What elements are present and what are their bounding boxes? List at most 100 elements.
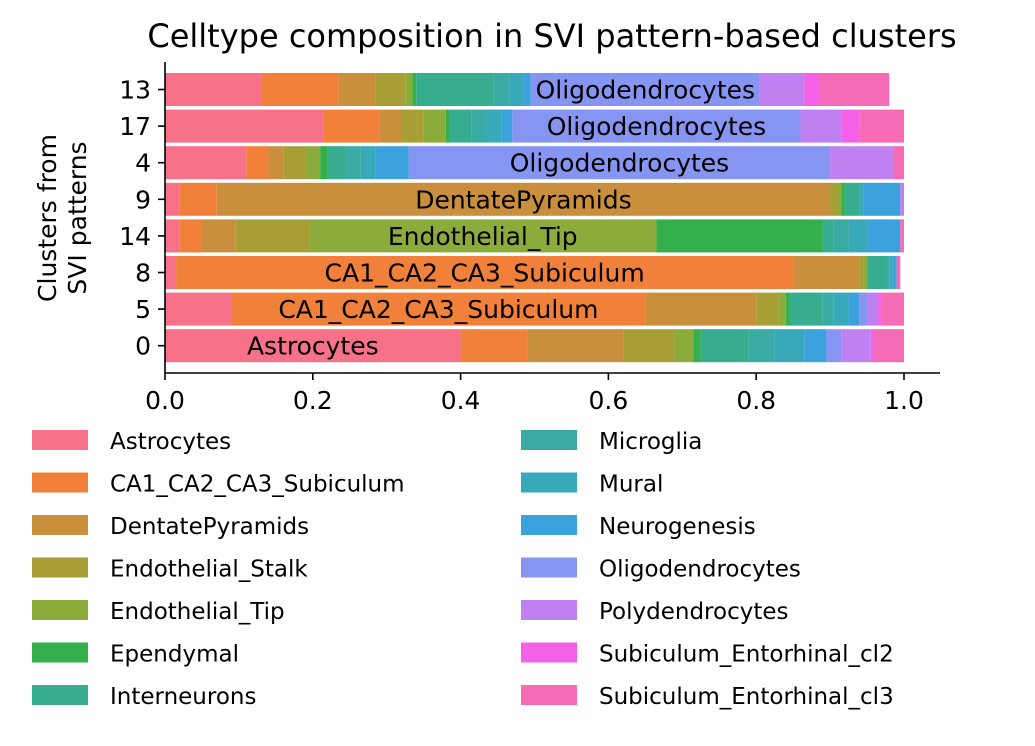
bar-segment [268, 146, 284, 180]
bar-segment [401, 109, 424, 143]
legend-item: Polydendrocytes [521, 599, 788, 625]
y-axis-label-line: Clusters from [33, 134, 62, 302]
bar-segment [900, 182, 904, 216]
bar-segment [693, 329, 701, 363]
bar-dominant-label: DentatePyramids [415, 185, 631, 214]
legend-swatch [32, 642, 88, 663]
bar-segment [165, 109, 324, 143]
legend-item: Endothelial_Tip [32, 599, 285, 625]
bar-segment [305, 146, 321, 180]
legend-item: Neurogenesis [521, 514, 756, 540]
legend-item: Mural [521, 472, 663, 498]
bar-segment [874, 329, 904, 363]
legend-item: DentatePyramids [32, 514, 309, 540]
legend-item: Endothelial_Stalk [32, 557, 308, 583]
bar-segment [165, 256, 177, 289]
x-tick-label: 0.6 [589, 386, 629, 415]
y-axis-label-line: SVI patterns [63, 141, 92, 294]
bar-segment [165, 182, 180, 216]
bar-segment [508, 73, 524, 106]
bar-segment [800, 109, 842, 143]
y-tick-label: 9 [135, 185, 151, 214]
bar-segment [375, 146, 409, 180]
bar-segment [309, 219, 657, 253]
bar-dominant-label: Oligodendrocytes [536, 76, 755, 105]
legend-item: Interneurons [32, 684, 256, 710]
bar-segment [346, 146, 361, 180]
bar-segment [859, 256, 864, 289]
legend-label: CA1_CA2_CA3_Subiculum [110, 472, 405, 498]
bar-segment [896, 256, 901, 289]
y-tick-label: 0 [135, 332, 151, 361]
bar-segment [826, 329, 842, 363]
bar-segment [445, 109, 450, 143]
bar-segment [530, 73, 760, 106]
y-tick-label: 5 [135, 295, 151, 324]
y-tick-label: 8 [135, 259, 151, 288]
legend-label: Endothelial_Stalk [110, 557, 308, 583]
bar-segment [674, 329, 694, 363]
legend-item: Ependymal [32, 642, 239, 668]
bar-segment [756, 292, 779, 326]
bar-segment [892, 256, 897, 289]
bar-segment [848, 219, 868, 253]
bar-segment [449, 109, 472, 143]
legend-item: Microglia [521, 429, 702, 455]
legend-item: Subiculum_Entorhinal_cl2 [521, 642, 894, 668]
x-tick-label: 0.4 [441, 386, 481, 415]
bar-segment [774, 329, 805, 363]
bar-segment [793, 256, 860, 289]
bar-segment [848, 292, 860, 326]
bar-segment [501, 109, 513, 143]
x-tick-label: 0.2 [293, 386, 333, 415]
bar-segment [785, 292, 790, 326]
bar-segment [165, 292, 232, 326]
bar-segment [863, 182, 901, 216]
x-tick-label: 0.0 [145, 386, 185, 415]
legend-item: Oligodendrocytes [521, 557, 801, 583]
bar-segment [822, 219, 834, 253]
bar-segment [748, 329, 775, 363]
bar-dominant-label: CA1_CA2_CA3_Subiculum [278, 295, 598, 324]
bar-segment [235, 219, 310, 253]
bar-segment [338, 73, 376, 106]
legend-swatch [521, 600, 577, 620]
bar-segment [778, 292, 786, 326]
bar-segment [830, 146, 893, 180]
legend: Astrocytes CA1_CA2_CA3_Subiculum DentatePy… [32, 429, 894, 710]
x-tick-label: 1.0 [884, 386, 924, 415]
legend-swatch [521, 472, 577, 493]
bar-segment [867, 219, 901, 253]
y-tick-label: 17 [119, 112, 151, 141]
bar-segment [416, 73, 494, 106]
y-tick-label: 13 [119, 76, 151, 105]
bar-segment [833, 292, 849, 326]
legend-label: Ependymal [110, 642, 239, 668]
bar-segment [804, 329, 827, 363]
legend-label: Interneurons [110, 684, 256, 710]
bar-segment [900, 219, 904, 253]
bar-dominant-label: Oligodendrocytes [547, 112, 766, 141]
legend-label: Polydendrocytes [599, 599, 788, 625]
legend-swatch [32, 472, 88, 493]
bar-segment [837, 182, 842, 216]
bar-segment [859, 182, 864, 216]
bar-dominant-labels: Oligodendrocytes Oligodendrocytes Oligoden… [247, 76, 766, 361]
legend-swatch [32, 557, 88, 578]
bar-segment [859, 292, 868, 326]
bar-segment [408, 146, 831, 180]
bar-segment [231, 292, 646, 326]
bar-dominant-label: Oligodendrocytes [510, 149, 729, 178]
bar-segment [471, 109, 487, 143]
legend-item: Subiculum_Entorhinal_cl3 [521, 684, 894, 710]
bar-segment [700, 329, 749, 363]
bar-segment [165, 146, 247, 180]
bar-segment [486, 109, 502, 143]
bar-segment [423, 109, 446, 143]
legend-swatch [521, 430, 577, 450]
bar-segment [246, 146, 269, 180]
bar-segment [179, 219, 202, 253]
bar-segment [216, 182, 831, 216]
legend-label: Endothelial_Tip [110, 599, 285, 625]
